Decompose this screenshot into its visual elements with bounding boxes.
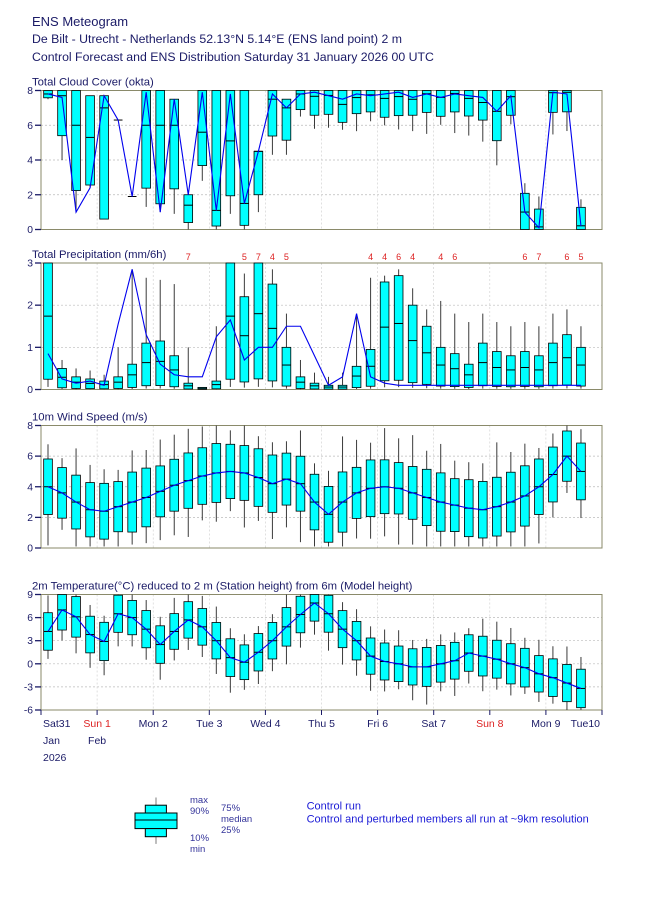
svg-text:Tue 3: Tue 3	[196, 718, 223, 730]
svg-text:5: 5	[284, 252, 289, 262]
svg-text:6: 6	[564, 252, 569, 262]
svg-text:Sun 1: Sun 1	[83, 718, 111, 730]
svg-text:Jan: Jan	[43, 735, 60, 747]
svg-text:max: max	[190, 795, 208, 806]
svg-text:6: 6	[396, 252, 401, 262]
svg-text:0: 0	[27, 385, 33, 396]
svg-text:Sun 8: Sun 8	[476, 718, 504, 730]
svg-text:7: 7	[186, 252, 191, 262]
svg-text:2026: 2026	[43, 752, 67, 764]
svg-text:8: 8	[27, 86, 33, 97]
svg-text:-6: -6	[24, 706, 33, 717]
svg-text:4: 4	[382, 252, 387, 262]
svg-text:Total Precipitation (mm/6h): Total Precipitation (mm/6h)	[32, 249, 167, 261]
svg-text:90%: 90%	[190, 806, 210, 817]
svg-text:Tue10: Tue10	[571, 718, 601, 730]
svg-text:0: 0	[27, 225, 33, 236]
svg-text:Mon 2: Mon 2	[139, 718, 168, 730]
svg-text:Sat31: Sat31	[43, 718, 71, 730]
svg-text:6: 6	[27, 452, 33, 463]
svg-text:6: 6	[27, 613, 33, 624]
svg-text:Control run: Control run	[307, 801, 361, 813]
svg-text:-3: -3	[24, 682, 33, 693]
svg-text:0: 0	[27, 544, 33, 555]
svg-text:25%: 25%	[221, 825, 241, 836]
svg-text:2: 2	[27, 301, 33, 312]
svg-text:5: 5	[242, 252, 247, 262]
svg-text:6: 6	[452, 252, 457, 262]
svg-text:5: 5	[578, 252, 583, 262]
svg-text:10%: 10%	[190, 833, 210, 844]
svg-text:9: 9	[27, 590, 33, 601]
svg-text:4: 4	[27, 156, 33, 167]
svg-text:4: 4	[27, 482, 33, 493]
svg-text:6: 6	[27, 121, 33, 132]
svg-text:7: 7	[256, 252, 261, 262]
svg-text:Sat 7: Sat 7	[421, 718, 446, 730]
svg-text:4: 4	[410, 252, 415, 262]
svg-text:Feb: Feb	[88, 735, 106, 747]
svg-text:1: 1	[27, 343, 33, 354]
svg-text:3: 3	[27, 636, 33, 647]
svg-text:Total Cloud Cover (okta): Total Cloud Cover (okta)	[32, 77, 154, 89]
svg-text:7: 7	[536, 252, 541, 262]
svg-text:4: 4	[368, 252, 373, 262]
svg-text:4: 4	[270, 252, 275, 262]
svg-text:10m Wind Speed (m/s): 10m Wind Speed (m/s)	[32, 412, 148, 424]
svg-text:Thu 5: Thu 5	[308, 718, 335, 730]
svg-text:Wed 4: Wed 4	[250, 718, 280, 730]
svg-text:2: 2	[27, 190, 33, 201]
svg-text:Mon 9: Mon 9	[531, 718, 560, 730]
svg-text:3: 3	[27, 259, 33, 270]
svg-text:Fri 6: Fri 6	[367, 718, 388, 730]
svg-text:0: 0	[27, 659, 33, 670]
svg-text:median: median	[221, 814, 252, 825]
svg-text:Control and perturbed members: Control and perturbed members all run at…	[307, 814, 589, 826]
svg-text:2m Temperature(°C) reduced to: 2m Temperature(°C) reduced to 2 m (Stati…	[32, 581, 413, 593]
svg-text:4: 4	[438, 252, 443, 262]
svg-text:2: 2	[27, 513, 33, 524]
svg-text:min: min	[190, 844, 205, 855]
svg-text:75%: 75%	[221, 803, 241, 814]
svg-text:6: 6	[522, 252, 527, 262]
svg-text:8: 8	[27, 421, 33, 432]
